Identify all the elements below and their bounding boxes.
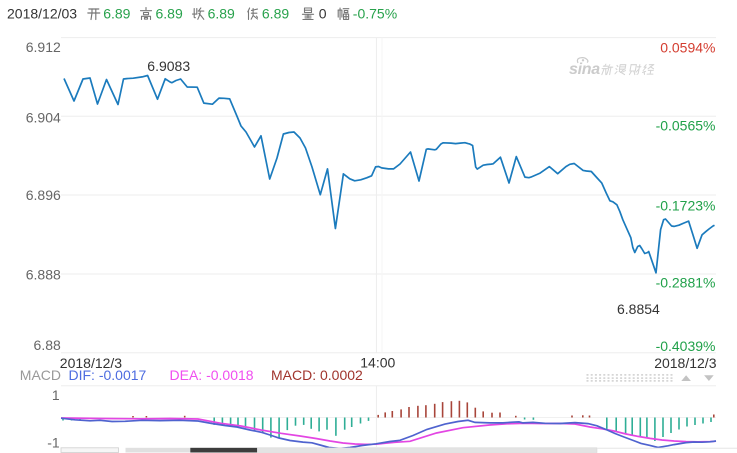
svg-text:-0.2881%: -0.2881% <box>656 274 716 290</box>
svg-text:6.896: 6.896 <box>26 187 61 203</box>
svg-text:-0.1723%: -0.1723% <box>656 197 716 213</box>
svg-text:-0.4039%: -0.4039% <box>656 338 716 354</box>
svg-text:sina: sina <box>569 61 600 78</box>
svg-text:6.89: 6.89 <box>208 6 235 22</box>
svg-text:0: 0 <box>319 6 327 22</box>
svg-text:-0.75%: -0.75% <box>353 6 397 22</box>
svg-text:-1: -1 <box>47 435 60 451</box>
svg-text:6.9083: 6.9083 <box>147 58 190 74</box>
svg-text:6.89: 6.89 <box>103 6 130 22</box>
svg-text:2018/12/03: 2018/12/03 <box>7 6 77 22</box>
svg-text:1: 1 <box>52 387 60 403</box>
svg-text:6.912: 6.912 <box>26 39 61 55</box>
svg-text:14:00: 14:00 <box>360 355 395 371</box>
svg-text:MACD: MACD <box>20 367 61 383</box>
svg-text:DEA: -0.0018: DEA: -0.0018 <box>170 367 254 383</box>
svg-text:6.888: 6.888 <box>26 266 61 282</box>
svg-text:6.88: 6.88 <box>34 337 61 353</box>
svg-text:2018/12/3: 2018/12/3 <box>60 355 122 371</box>
svg-text:6.89: 6.89 <box>156 6 183 22</box>
svg-text:0.0594%: 0.0594% <box>660 39 715 55</box>
svg-text:6.904: 6.904 <box>26 110 61 126</box>
svg-text:DIF: -0.0017: DIF: -0.0017 <box>69 367 147 383</box>
svg-text:6.8854: 6.8854 <box>617 301 660 317</box>
svg-text:2018/12/3: 2018/12/3 <box>654 355 716 371</box>
svg-text:6.89: 6.89 <box>262 6 289 22</box>
svg-text:-0.0565%: -0.0565% <box>656 117 716 133</box>
svg-text:MACD: 0.0002: MACD: 0.0002 <box>271 367 363 383</box>
